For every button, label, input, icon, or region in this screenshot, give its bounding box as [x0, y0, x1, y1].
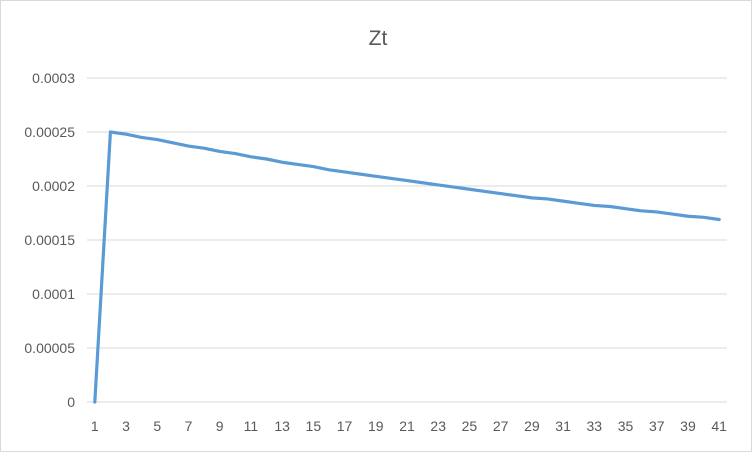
y-tick-label: 0.00015 [24, 232, 75, 248]
x-tick-label: 23 [430, 418, 446, 434]
y-tick-label: 0 [67, 394, 75, 410]
x-tick-label: 1 [91, 418, 99, 434]
x-tick-label: 21 [399, 418, 415, 434]
x-tick-label: 33 [587, 418, 603, 434]
series-line [93, 130, 721, 404]
x-tick-label: 37 [649, 418, 665, 434]
x-tick-label: 13 [274, 418, 290, 434]
x-tick-label: 5 [153, 418, 161, 434]
x-tick-label: 7 [185, 418, 193, 434]
y-tick-label: 0.00005 [24, 340, 75, 356]
x-tick-label: 3 [122, 418, 130, 434]
chart-title: Zt [369, 27, 388, 50]
x-tick-label: 15 [306, 418, 322, 434]
x-tick-label: 31 [555, 418, 571, 434]
gridlines [87, 77, 727, 349]
x-axis-ticks: 1 3 5 7 9 11 13 15 17 19 21 23 25 27 29 31 33 35 37 39 41 [91, 418, 727, 434]
x-tick-label: 25 [462, 418, 478, 434]
x-tick-label: 11 [244, 418, 259, 434]
y-tick-label: 0.00025 [24, 124, 75, 140]
x-tick-label: 39 [680, 418, 696, 434]
y-tick-label: 0.0003 [32, 70, 75, 86]
x-tick-label: 27 [493, 418, 509, 434]
x-tick-label: 29 [524, 418, 540, 434]
x-tick-label: 41 [711, 418, 727, 434]
series-layer [93, 130, 721, 404]
y-tick-label: 0.0002 [32, 178, 75, 194]
x-tick-label: 35 [618, 418, 634, 434]
x-tick-label: 9 [216, 418, 224, 434]
x-tick-label: 17 [337, 418, 353, 434]
x-tick-label: 19 [368, 418, 384, 434]
y-axis-ticks: 0 0.00005 0.0001 0.00015 0.0002 0.00025 0.0003 [24, 70, 75, 410]
y-tick-label: 0.0001 [32, 286, 75, 302]
